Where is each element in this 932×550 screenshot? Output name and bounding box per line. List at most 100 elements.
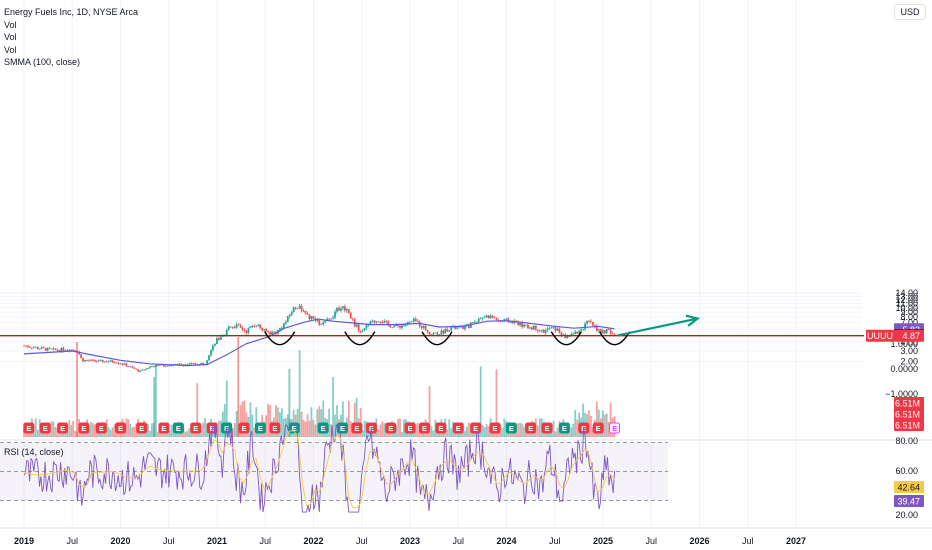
time-axis-label: 2019	[14, 536, 34, 546]
candle-body	[578, 330, 581, 334]
candle-body	[523, 324, 525, 327]
legend-vol-3[interactable]: Vol	[4, 44, 17, 55]
time-axis-label: 2024	[496, 536, 516, 546]
candle-body	[595, 325, 598, 331]
volume-bar	[552, 420, 555, 437]
candle-body	[125, 363, 128, 367]
volume-bar	[52, 421, 55, 437]
candle-body	[320, 323, 323, 325]
volume-bar	[127, 419, 130, 437]
earnings-marker-letter: E	[596, 424, 601, 433]
time-axis-label: 2020	[110, 536, 130, 546]
volume-bar	[70, 425, 73, 437]
candle-body	[312, 316, 315, 319]
candle-body	[210, 350, 212, 356]
time-axis-label: 2023	[400, 536, 420, 546]
candle-body	[438, 334, 441, 336]
candle-body	[485, 315, 488, 317]
volume-bar	[432, 430, 435, 437]
candle-body	[219, 336, 222, 340]
volume-bar	[336, 405, 338, 437]
earnings-marker-letter: E	[473, 424, 478, 433]
candle-body	[229, 326, 232, 328]
volume-bar	[90, 422, 92, 437]
candle-body	[336, 307, 338, 312]
candle-body	[273, 331, 275, 333]
candle-body	[237, 324, 240, 326]
volume-bar	[483, 427, 486, 437]
candle-body	[32, 347, 35, 349]
earnings-marker-box	[39, 422, 51, 434]
candle-body	[95, 361, 98, 363]
candle-body	[399, 325, 401, 328]
currency-button[interactable]: USD	[894, 4, 926, 20]
legend-smma[interactable]: SMMA (100, close)	[4, 57, 81, 67]
volume-spike	[76, 342, 78, 437]
volume-spike	[153, 377, 156, 437]
earnings-marker-letter: E	[43, 424, 48, 433]
earnings-marker-letter: E	[612, 424, 617, 433]
volume-bar	[410, 430, 413, 437]
candle-body	[422, 325, 425, 328]
volume-bar	[267, 403, 270, 437]
rsi-legend[interactable]: RSI (14, close)	[4, 447, 64, 457]
earnings-marker-box	[254, 422, 266, 434]
volume-bar	[342, 401, 344, 437]
candle-body	[168, 365, 171, 367]
candle-body	[345, 309, 348, 311]
candle-body	[373, 320, 376, 323]
candle-body	[363, 327, 366, 331]
earnings-marker-letter: E	[161, 424, 166, 433]
volume-axis-tick: 1.0000	[890, 339, 918, 349]
rsi-axis-tick: 60.00	[895, 466, 918, 476]
candle-body	[416, 320, 419, 322]
candle-body	[231, 326, 234, 328]
legend-vol-1[interactable]: Vol	[4, 19, 17, 30]
candle-body	[576, 331, 579, 334]
volume-bar	[66, 431, 69, 437]
candle-body	[88, 360, 90, 362]
volume-bar	[363, 420, 366, 437]
candle-body	[259, 324, 262, 329]
legend-vol-2[interactable]: Vol	[4, 32, 17, 42]
volume-bar	[184, 431, 187, 437]
volume-bar	[212, 431, 214, 437]
candle-body	[92, 359, 94, 361]
earnings-marker-box	[23, 422, 35, 434]
candle-body	[58, 350, 61, 352]
earnings-marker-letter: E	[60, 424, 65, 433]
earnings-marker: E	[115, 422, 126, 434]
earnings-marker: E	[609, 422, 621, 434]
candle-body	[592, 322, 594, 326]
candle-body	[115, 362, 118, 364]
volume-bar	[92, 423, 94, 437]
candle-body	[342, 306, 344, 309]
earnings-marker-letter: E	[340, 424, 345, 433]
candle-body	[257, 324, 260, 326]
volume-bar	[302, 419, 305, 437]
earnings-marker-letter: E	[354, 424, 359, 433]
volume-bar	[397, 419, 399, 437]
candle-body	[428, 331, 431, 335]
volume-bar	[239, 405, 242, 437]
volume-bar	[269, 404, 271, 437]
earnings-marker-letter: E	[99, 424, 104, 433]
legend-title[interactable]: Energy Fuels Inc, 1D, NYSE Arca	[4, 7, 139, 17]
candle-body	[123, 363, 126, 365]
earnings-marker-letter: E	[456, 424, 461, 433]
earnings-marker-box	[609, 422, 621, 434]
candle-body	[377, 321, 380, 323]
price-axis-tick: 3.00	[900, 346, 918, 356]
volume-bar	[377, 429, 380, 437]
time-axis-label: Jul	[163, 536, 175, 546]
earnings-marker-box	[136, 422, 148, 434]
volume-bar	[113, 424, 116, 437]
symbol-label-text: UUUU	[867, 331, 893, 341]
earnings-marker-box	[505, 422, 517, 434]
volume-bar	[468, 422, 470, 437]
rsi-ma-line	[23, 430, 615, 509]
rsi-label-box	[894, 495, 924, 507]
candle-body	[444, 329, 447, 334]
